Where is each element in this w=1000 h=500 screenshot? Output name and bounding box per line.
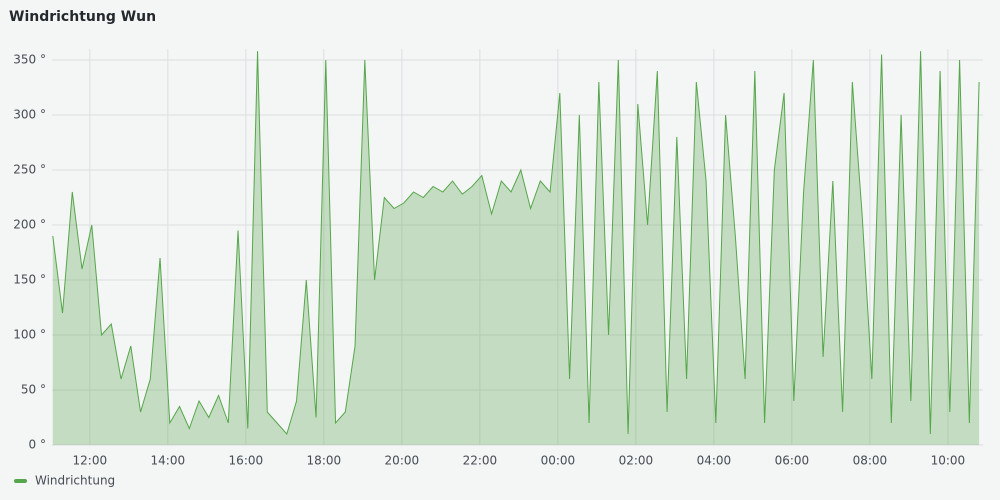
x-tick-label: 18:00	[307, 454, 342, 468]
x-tick-label: 06:00	[775, 454, 810, 468]
x-tick-label: 08:00	[853, 454, 888, 468]
y-tick-label: 200 °	[13, 218, 46, 232]
legend-label: Windrichtung	[35, 474, 115, 488]
legend-swatch	[14, 479, 27, 483]
panel-title: Windrichtung Wun	[9, 9, 156, 25]
series-area	[52, 51, 980, 445]
x-tick-label: 20:00	[385, 454, 420, 468]
x-tick-label: 00:00	[541, 454, 576, 468]
x-tick-label: 16:00	[229, 454, 264, 468]
x-tick-label: 10:00	[931, 454, 966, 468]
x-tick-label: 12:00	[73, 454, 108, 468]
y-tick-label: 50 °	[21, 383, 46, 397]
x-tick-label: 04:00	[697, 454, 732, 468]
x-tick-label: 22:00	[463, 454, 498, 468]
y-tick-label: 0 °	[29, 438, 46, 452]
series-line	[52, 51, 980, 436]
y-tick-label: 150 °	[13, 273, 46, 287]
x-tick-label: 02:00	[619, 454, 654, 468]
y-tick-label: 100 °	[13, 328, 46, 342]
y-tick-label: 300 °	[13, 108, 46, 122]
y-tick-label: 250 °	[13, 163, 46, 177]
y-tick-label: 350 °	[13, 53, 46, 67]
x-tick-label: 14:00	[151, 454, 186, 468]
